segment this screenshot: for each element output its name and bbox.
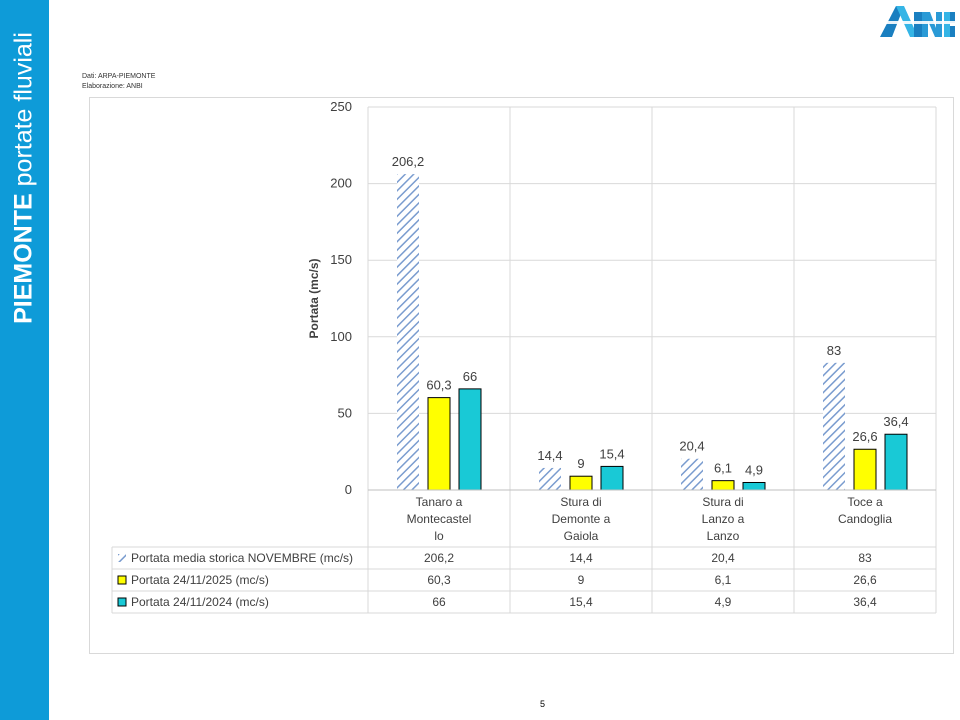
y-tick-label: 100 bbox=[330, 329, 352, 344]
category-label: Gaiola bbox=[564, 529, 599, 543]
bar bbox=[458, 388, 482, 491]
category-label: Toce a bbox=[847, 495, 883, 509]
y-tick-label: 0 bbox=[345, 482, 352, 497]
legend-label: Portata 24/11/2025 (mc/s) bbox=[131, 573, 269, 587]
table-cell: 14,4 bbox=[569, 551, 593, 565]
bar bbox=[853, 448, 877, 491]
bar bbox=[742, 481, 766, 491]
table-cell: 206,2 bbox=[424, 551, 454, 565]
bar bbox=[681, 458, 703, 490]
category-label: Stura di bbox=[702, 495, 743, 509]
y-axis-title: Portata (mc/s) bbox=[307, 258, 321, 338]
y-tick-label: 250 bbox=[330, 99, 352, 114]
y-tick-label: 50 bbox=[338, 405, 352, 420]
legend-label: Portata media storica NOVEMBRE (mc/s) bbox=[131, 551, 353, 565]
data-label: 6,1 bbox=[714, 461, 732, 476]
bar bbox=[884, 433, 908, 491]
table-cell: 36,4 bbox=[853, 595, 877, 609]
sidebar-title-rest: portate fluviali bbox=[9, 32, 38, 194]
category-label: Lanzo bbox=[707, 529, 740, 543]
anbi-logo bbox=[878, 6, 956, 37]
table-cell: 83 bbox=[858, 551, 872, 565]
legend-key bbox=[118, 554, 126, 562]
table-cell: 6,1 bbox=[715, 573, 732, 587]
page-number: 5 bbox=[540, 699, 546, 709]
category-label: Candoglia bbox=[838, 512, 892, 526]
category-label: Stura di bbox=[560, 495, 601, 509]
table-cell: 9 bbox=[578, 573, 585, 587]
data-label: 26,6 bbox=[852, 429, 877, 444]
source-note: Dati: ARPA-PIEMONTE Elaborazione: ANBI bbox=[82, 72, 155, 92]
bar bbox=[569, 475, 593, 491]
sidebar-title: PIEMONTE portate fluviali bbox=[10, 32, 39, 324]
data-label: 60,3 bbox=[426, 378, 451, 393]
table-cell: 26,6 bbox=[853, 573, 877, 587]
legend-key bbox=[117, 575, 127, 585]
category-label: Montecastel bbox=[407, 512, 472, 526]
category-label: Tanaro a bbox=[416, 495, 463, 509]
y-tick-label: 200 bbox=[330, 176, 352, 191]
y-tick-label: 150 bbox=[330, 252, 352, 267]
data-label: 20,4 bbox=[679, 439, 704, 454]
data-label: 83 bbox=[827, 343, 841, 358]
table-cell: 20,4 bbox=[711, 551, 735, 565]
data-label: 206,2 bbox=[392, 154, 425, 169]
category-label: Demonte a bbox=[552, 512, 611, 526]
data-label: 15,4 bbox=[599, 446, 624, 461]
bar bbox=[823, 362, 845, 490]
bar bbox=[427, 397, 451, 491]
bar bbox=[397, 174, 419, 490]
table-cell: 15,4 bbox=[569, 595, 593, 609]
source-line-data: Dati: ARPA-PIEMONTE bbox=[82, 73, 156, 80]
chart-frame: 0 50 100 150 200 250 Portata (mc/s) 206,2 60,3 66… bbox=[89, 97, 954, 654]
category-label: lo bbox=[434, 529, 444, 543]
legend-key bbox=[117, 597, 127, 607]
table-cell: 4,9 bbox=[715, 595, 732, 609]
data-label: 66 bbox=[463, 369, 477, 384]
data-label: 4,9 bbox=[745, 462, 763, 477]
source-line-elaboration: Elaborazione: ANBI bbox=[82, 83, 143, 90]
sidebar-title-bold: PIEMONTE bbox=[9, 193, 38, 324]
bar bbox=[600, 465, 624, 491]
table-cell: 66 bbox=[432, 595, 446, 609]
data-label: 14,4 bbox=[537, 448, 562, 463]
bar-chart: 0 50 100 150 200 250 Portata (mc/s) 206,2 60,3 66… bbox=[111, 99, 937, 614]
data-label: 36,4 bbox=[883, 414, 908, 429]
bar bbox=[711, 480, 735, 491]
legend-label: Portata 24/11/2024 (mc/s) bbox=[131, 595, 269, 609]
data-label: 9 bbox=[577, 456, 584, 471]
category-label: Lanzo a bbox=[702, 512, 745, 526]
bar bbox=[539, 467, 561, 490]
table-cell: 60,3 bbox=[427, 573, 451, 587]
sidebar-band: PIEMONTE portate fluviali bbox=[0, 0, 49, 720]
